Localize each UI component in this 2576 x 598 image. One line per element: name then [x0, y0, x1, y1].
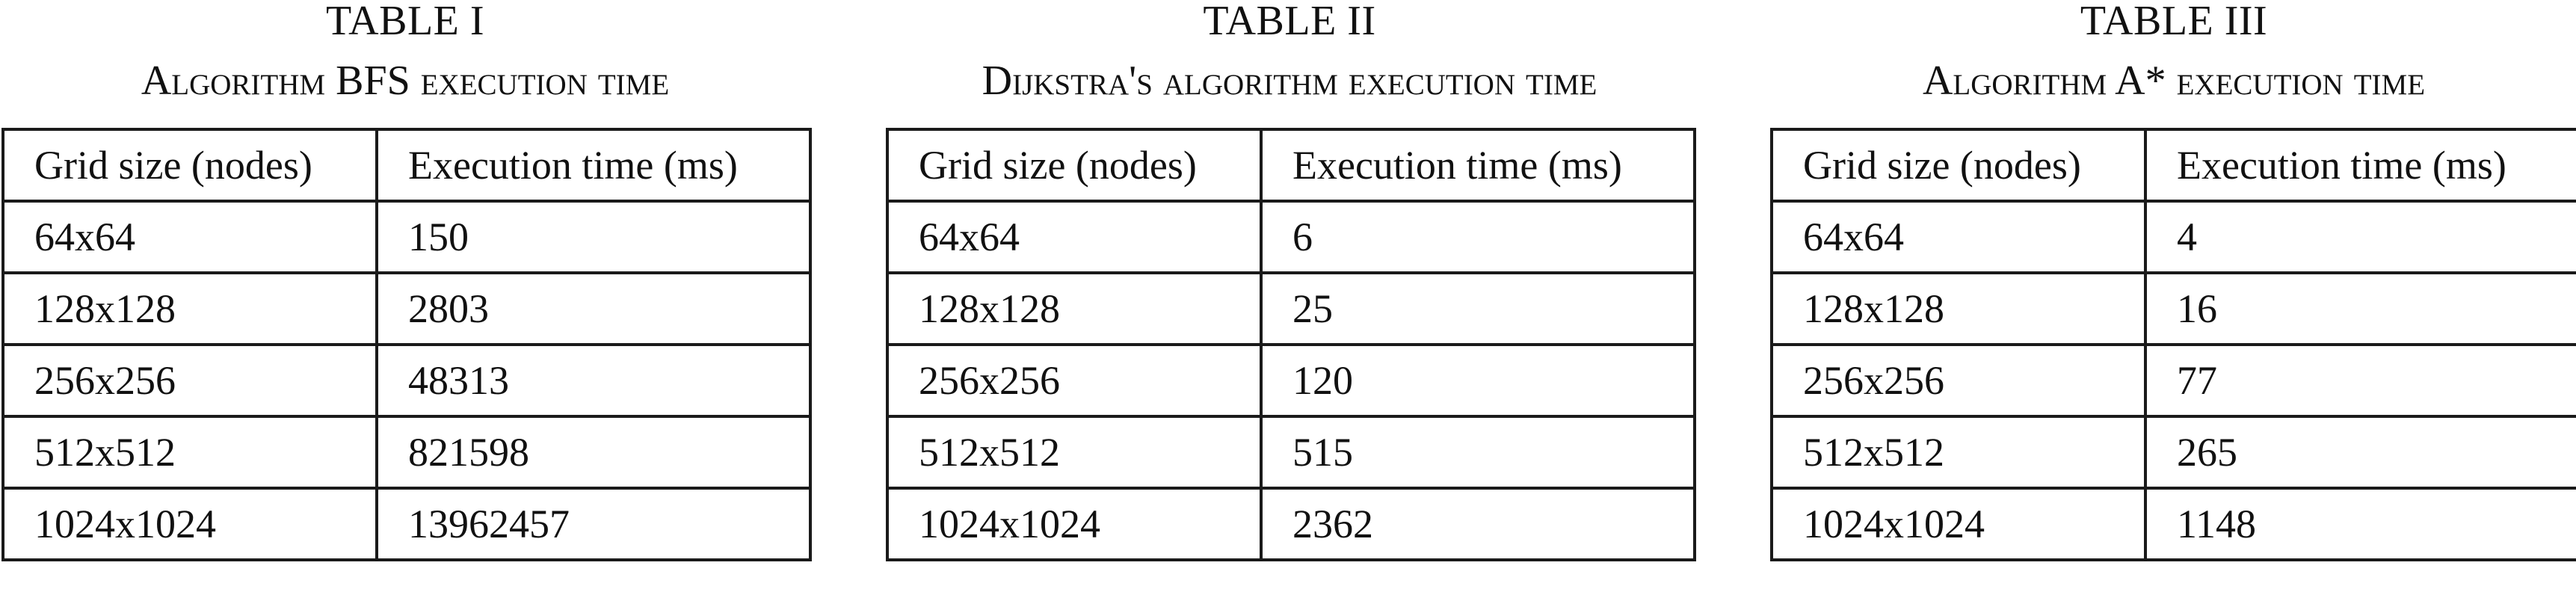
table-dijkstra: TABLE II Dijkstra's algorithm execution …	[886, 0, 1696, 561]
table-row: 256x256 48313	[1, 343, 812, 418]
cell-grid-size: 1024x1024	[1770, 487, 2147, 561]
cell-grid-size: 64x64	[1, 200, 378, 274]
header-grid-size: Grid size (nodes)	[886, 128, 1263, 203]
table-row: 128x128 16	[1770, 271, 2576, 346]
cell-execution-time: 2362	[1260, 487, 1696, 561]
cell-grid-size: 64x64	[1770, 200, 2147, 274]
cell-grid-size: 256x256	[1, 343, 378, 418]
cell-grid-size: 128x128	[1, 271, 378, 346]
header-execution-time: Execution time (ms)	[2144, 128, 2576, 203]
cell-grid-size: 256x256	[1770, 343, 2147, 418]
cell-execution-time: 16	[2144, 271, 2576, 346]
cell-grid-size: 1024x1024	[1, 487, 378, 561]
table-row: 128x128 2803	[1, 271, 812, 346]
table-row: 1024x1024 2362	[886, 487, 1696, 561]
table-row: 64x64 4	[1770, 200, 2576, 274]
data-table: Grid size (nodes) Execution time (ms) 64…	[886, 128, 1696, 561]
cell-grid-size: 1024x1024	[886, 487, 1263, 561]
table-row: 64x64 150	[1, 200, 812, 274]
table-row: 512x512 265	[1770, 415, 2576, 490]
header-execution-time: Execution time (ms)	[1260, 128, 1696, 203]
cell-grid-size: 512x512	[1, 415, 378, 490]
cell-execution-time: 2803	[375, 271, 812, 346]
cell-execution-time: 48313	[375, 343, 812, 418]
cell-execution-time: 4	[2144, 200, 2576, 274]
table-caption: Algorithm A* execution time	[1922, 58, 2426, 104]
cell-execution-time: 265	[2144, 415, 2576, 490]
cell-execution-time: 150	[375, 200, 812, 274]
header-grid-size: Grid size (nodes)	[1, 128, 378, 203]
table-row: 128x128 25	[886, 271, 1696, 346]
table-caption: Dijkstra's algorithm execution time	[982, 58, 1597, 104]
cell-execution-time: 515	[1260, 415, 1696, 490]
table-row: 512x512 821598	[1, 415, 812, 490]
cell-grid-size: 512x512	[886, 415, 1263, 490]
header-execution-time: Execution time (ms)	[375, 128, 812, 203]
cell-grid-size: 128x128	[1770, 271, 2147, 346]
table-a-star: TABLE III Algorithm A* execution time Gr…	[1770, 0, 2576, 561]
table-bfs: TABLE I Algorithm BFS execution time Gri…	[1, 0, 812, 561]
cell-execution-time: 13962457	[375, 487, 812, 561]
data-table: Grid size (nodes) Execution time (ms) 64…	[1770, 128, 2576, 561]
table-number: TABLE III	[2080, 0, 2268, 44]
header-grid-size: Grid size (nodes)	[1770, 128, 2147, 203]
cell-grid-size: 512x512	[1770, 415, 2147, 490]
data-table: Grid size (nodes) Execution time (ms) 64…	[1, 128, 812, 561]
table-row: 256x256 120	[886, 343, 1696, 418]
table-number: TABLE I	[325, 0, 485, 44]
cell-grid-size: 64x64	[886, 200, 1263, 274]
cell-grid-size: 128x128	[886, 271, 1263, 346]
table-header-row: Grid size (nodes) Execution time (ms)	[1, 128, 812, 203]
cell-execution-time: 821598	[375, 415, 812, 490]
cell-execution-time: 77	[2144, 343, 2576, 418]
cell-execution-time: 120	[1260, 343, 1696, 418]
table-row: 64x64 6	[886, 200, 1696, 274]
table-caption: Algorithm BFS execution time	[141, 58, 670, 104]
cell-execution-time: 25	[1260, 271, 1696, 346]
cell-execution-time: 6	[1260, 200, 1696, 274]
table-row: 1024x1024 13962457	[1, 487, 812, 561]
cell-execution-time: 1148	[2144, 487, 2576, 561]
table-number: TABLE II	[1203, 0, 1376, 44]
cell-grid-size: 256x256	[886, 343, 1263, 418]
table-header-row: Grid size (nodes) Execution time (ms)	[886, 128, 1696, 203]
table-header-row: Grid size (nodes) Execution time (ms)	[1770, 128, 2576, 203]
table-row: 512x512 515	[886, 415, 1696, 490]
table-row: 1024x1024 1148	[1770, 487, 2576, 561]
table-row: 256x256 77	[1770, 343, 2576, 418]
